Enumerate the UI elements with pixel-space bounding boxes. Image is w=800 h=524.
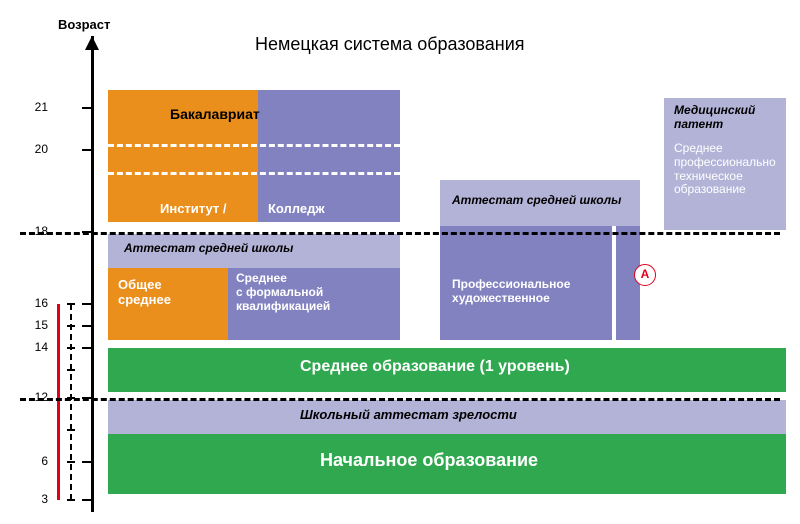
age-tick-label: 6 xyxy=(0,454,48,468)
age-tick-label: 21 xyxy=(0,100,48,114)
red-marker-line xyxy=(57,304,60,500)
h-dash xyxy=(20,398,780,401)
age-tick xyxy=(82,461,92,463)
h-dash xyxy=(20,232,780,235)
age-tick xyxy=(82,107,92,109)
mini-tick xyxy=(67,369,75,371)
chart-title: Немецкая система образования xyxy=(255,34,525,55)
l-bakal: Бакалавриат xyxy=(170,106,370,122)
age-tick xyxy=(82,149,92,151)
mini-tick xyxy=(67,347,75,349)
h-dash xyxy=(108,172,400,175)
age-tick xyxy=(82,499,92,501)
l-mid1: Среднее образование (1 уровень) xyxy=(300,358,720,376)
mini-tick xyxy=(67,461,75,463)
mini-tick xyxy=(67,325,75,327)
age-tick xyxy=(82,347,92,349)
y-axis-arrow xyxy=(85,36,99,50)
l-koll: Колледж xyxy=(268,202,378,217)
l-prof: Профессиональное художественное xyxy=(452,278,632,306)
l-matur: Школьный аттестат зрелости xyxy=(300,408,620,423)
l-medtxt: Среднее профессионально техническое обра… xyxy=(674,142,796,197)
age-tick-label: 18 xyxy=(0,224,48,238)
age-tick-label: 20 xyxy=(0,142,48,156)
age-tick-label: 14 xyxy=(0,340,48,354)
age-tick-label: 3 xyxy=(0,492,48,506)
age-tick-label: 15 xyxy=(0,318,48,332)
mini-tick xyxy=(67,499,75,501)
age-tick xyxy=(82,325,92,327)
mini-tick xyxy=(67,303,75,305)
l-inst: Институт / xyxy=(160,202,270,217)
age-tick-label: 16 xyxy=(0,296,48,310)
age-tick-label: 12 xyxy=(0,390,48,404)
l-gen: Общее среднее xyxy=(118,278,228,308)
l-att2: Аттестат средней школы xyxy=(452,194,652,208)
badge-a: A xyxy=(634,264,656,286)
y-axis-label: Возраст xyxy=(58,17,110,32)
l-att1: Аттестат средней школы xyxy=(124,242,384,256)
secondary-axis-dash xyxy=(70,304,72,500)
h-dash xyxy=(108,144,400,147)
mini-tick xyxy=(67,429,75,431)
l-prim: Начальное образование xyxy=(320,450,660,471)
age-tick xyxy=(82,303,92,305)
l-formq: Среднее с формальной квалификацией xyxy=(236,272,396,313)
l-medpat: Медицинский патент xyxy=(674,104,794,132)
